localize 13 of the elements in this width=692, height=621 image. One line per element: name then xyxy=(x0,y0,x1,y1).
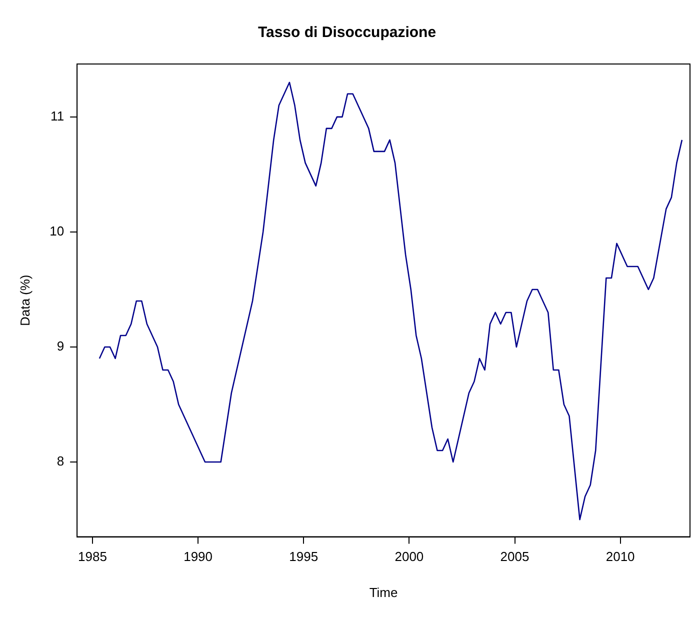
x-tick-label: 1985 xyxy=(78,549,107,564)
y-axis-title: Data (%) xyxy=(17,274,32,326)
x-tick-label: 1990 xyxy=(184,549,213,564)
y-tick-label: 11 xyxy=(50,108,64,124)
x-tick-label: 2010 xyxy=(606,549,635,564)
x-tick-label: 2000 xyxy=(394,549,424,564)
x-tick-label: 1995 xyxy=(289,549,318,564)
y-tick-label: 10 xyxy=(50,224,64,239)
x-tick-label: 2005 xyxy=(500,549,530,564)
y-tick-label: 9 xyxy=(56,338,64,354)
y-tick-label: 8 xyxy=(56,454,64,469)
chart-title: Tasso di Disoccupazione xyxy=(258,24,436,42)
x-axis-title: Time xyxy=(369,584,398,600)
